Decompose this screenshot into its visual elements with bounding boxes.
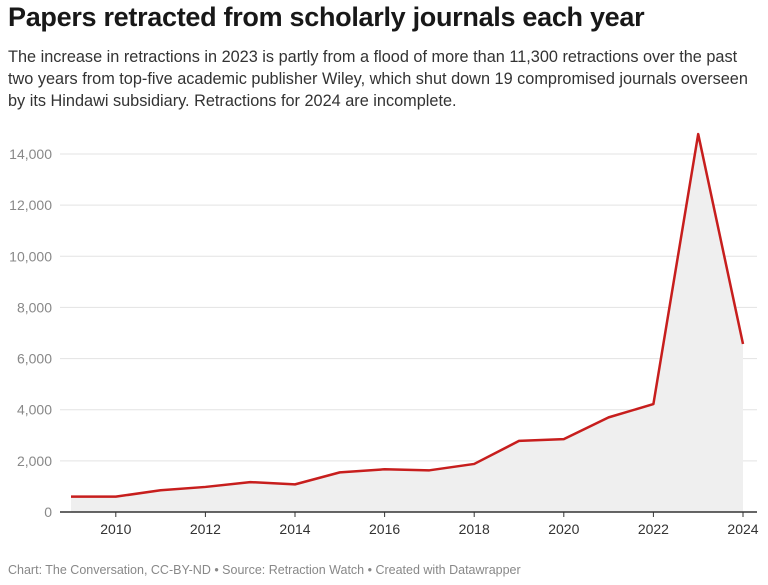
x-tick-label: 2018 [459, 521, 490, 537]
y-tick-label: 12,000 [9, 197, 52, 213]
y-tick-label: 2,000 [17, 453, 52, 469]
x-tick-label: 2022 [638, 521, 669, 537]
y-tick-label: 14,000 [9, 146, 52, 162]
y-tick-label: 4,000 [17, 402, 52, 418]
y-tick-label: 6,000 [17, 351, 52, 367]
y-tick-label: 10,000 [9, 248, 52, 264]
x-tick-label: 2016 [369, 521, 400, 537]
chart-title: Papers retracted from scholarly journals… [8, 2, 645, 32]
x-tick-label: 2010 [100, 521, 131, 537]
x-tick-label: 2024 [727, 521, 758, 537]
series-line [71, 132, 745, 498]
chart-footer: Chart: The Conversation, CC-BY-ND • Sour… [8, 563, 521, 577]
area-fill [71, 134, 743, 512]
x-tick-label: 2020 [548, 521, 579, 537]
y-tick-label: 0 [44, 504, 52, 520]
chart-subtitle: The increase in retractions in 2023 is p… [8, 48, 748, 110]
x-tick-label: 2012 [190, 521, 221, 537]
y-tick-label: 8,000 [17, 299, 52, 315]
x-tick-label: 2014 [279, 521, 310, 537]
